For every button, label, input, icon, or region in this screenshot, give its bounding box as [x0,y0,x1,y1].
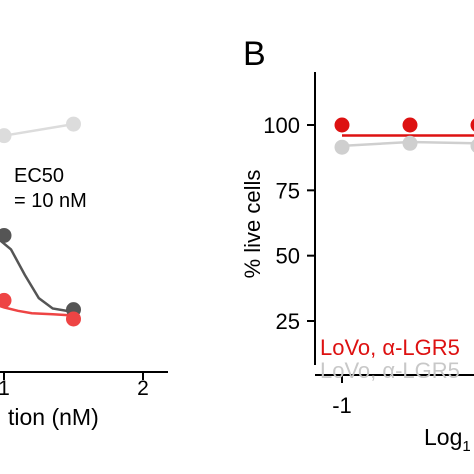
panel-b-x-tick-label-0: -1 [332,393,352,418]
panel-a-x-tick-label-1: 2 [137,377,149,400]
panel-b-point-1-1 [402,135,418,151]
panel-b-point-1-0 [334,139,350,155]
panel-a-point-1-0 [0,227,12,243]
panel-a-point-2-0 [0,292,12,308]
panel-b-point-0-0 [334,117,350,133]
panel-a-point-2-1 [66,311,81,327]
panel-b-x-ticks: -1 [332,375,352,418]
panel-b-x-axis-label-subscript: 1 [462,438,470,455]
ec50-annotation-line2: = 10 nM [14,190,87,212]
panel-a-point-0-1 [66,116,81,132]
panel-a-fit-0 [3,122,74,137]
panel-a-point-0-0 [0,128,12,144]
ec50-annotation-line1: EC50 [14,165,64,187]
panel-a-x-axis-label: tion (nM) [8,404,99,430]
panel-b-point-1-2 [470,139,474,153]
panel-b-y-tick-label-3: 100 [263,113,300,138]
legend-entry-gray: LoVo, α-LGR5 [320,358,460,383]
panel-b-data-points [334,117,474,155]
panel-b-y-tick-label-1: 50 [276,244,300,269]
panel-b-x-axis-label-main: Log [424,424,462,450]
legend-entry-red: LoVo, α-LGR5 [320,335,460,360]
panel-a-data-points [0,116,81,327]
panel-b-x-axis-label: Log1 [424,424,471,455]
panel-b-point-0-2 [470,118,474,132]
panel-b-y-ticks: 25 50 75 100 [263,113,315,334]
panel-b-y-tick-label-0: 25 [276,309,300,334]
panel-b-y-axis-label: % live cells [240,170,265,279]
panel-a-x-tick-label-0: 1 [0,377,10,400]
panel-b: B % live cells 25 50 75 100 -1 Log1 LoVo, α… [240,35,474,455]
panel-a-fit-1 [0,238,74,314]
panel-a-fit-curves [0,122,74,317]
panel-b-point-0-1 [402,117,418,133]
panel-b-y-tick-label-2: 75 [276,178,300,203]
panel-b-label: B [243,35,266,73]
